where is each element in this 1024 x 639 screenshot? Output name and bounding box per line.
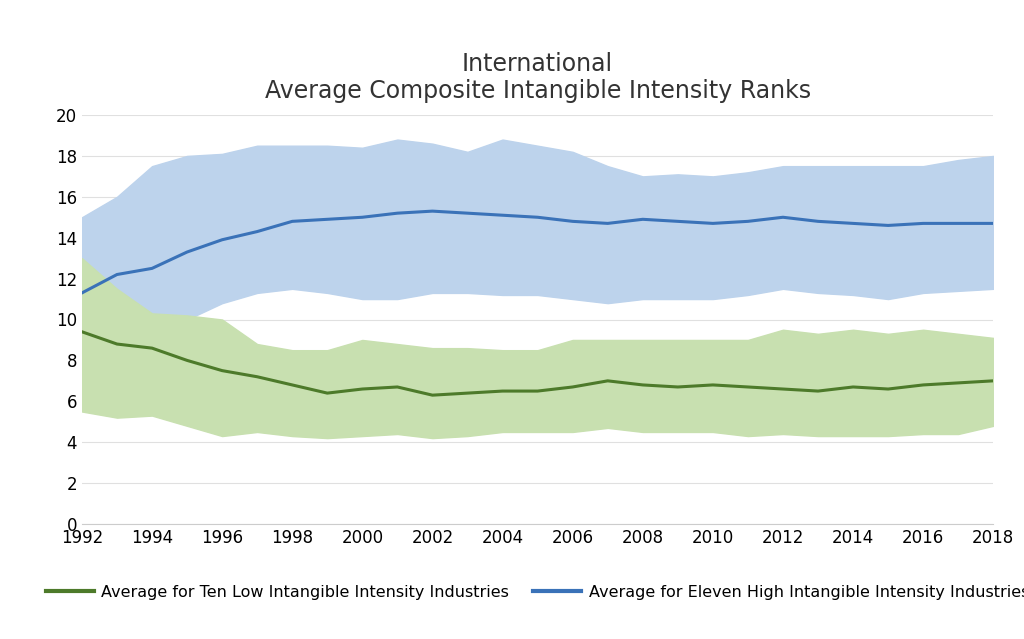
Title: International
Average Composite Intangible Intensity Ranks: International Average Composite Intangib… (264, 52, 811, 104)
Legend: Average for Ten Low Intangible Intensity Industries, Average for Eleven High Int: Average for Ten Low Intangible Intensity… (39, 578, 1024, 606)
